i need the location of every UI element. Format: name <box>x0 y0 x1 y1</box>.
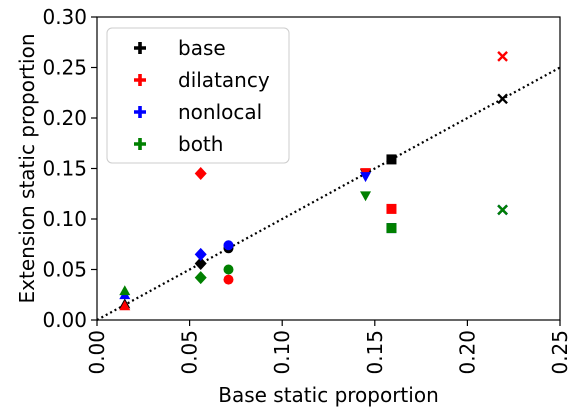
data-point <box>194 167 207 181</box>
data-point <box>497 51 508 62</box>
data-point <box>360 172 372 183</box>
x-tick-label: 0.20 <box>455 330 479 375</box>
data-point <box>497 93 508 105</box>
series-nonlocal <box>119 172 508 300</box>
data-point <box>119 300 131 311</box>
series-both <box>119 191 508 296</box>
y-tick-label: 0.15 <box>42 157 87 181</box>
data-point <box>194 271 207 285</box>
data-points-layer <box>119 51 508 311</box>
x-tick-label: 0.00 <box>85 330 109 375</box>
y-tick-label: 0.00 <box>42 308 87 332</box>
legend-box <box>106 27 290 164</box>
legend-label: base <box>178 36 226 60</box>
y-tick-label: 0.25 <box>42 56 87 80</box>
legend-label: dilatancy <box>178 68 270 92</box>
x-axis-label: Base static proportion <box>218 383 439 407</box>
y-axis-label: Extension static proportion <box>15 34 39 304</box>
x-tick-label: 0.10 <box>270 330 294 375</box>
y-tick-label: 0.10 <box>42 207 87 231</box>
y-tick-label: 0.20 <box>42 106 87 130</box>
data-point <box>360 191 372 202</box>
legend-label: nonlocal <box>178 100 262 124</box>
x-tick-label: 0.05 <box>178 330 202 375</box>
axis-ticks-layer: 0.00 0.05 0.10 0.15 0.20 0.25 0.00 0.05 0.10 0.15… <box>42 5 572 375</box>
y-tick-label: 0.05 <box>42 258 87 282</box>
data-point <box>223 240 234 251</box>
legend-marker <box>134 138 146 150</box>
y-tick-label: 0.30 <box>42 5 87 29</box>
data-point <box>497 204 508 216</box>
legend-label: both <box>178 132 223 156</box>
data-point <box>223 274 234 285</box>
data-point <box>386 203 397 214</box>
series-dilatancy <box>119 51 508 311</box>
data-point <box>386 154 397 165</box>
data-point <box>386 223 397 234</box>
data-point <box>223 264 234 275</box>
data-point <box>119 285 131 296</box>
legend-marker <box>134 42 146 54</box>
x-tick-label: 0.15 <box>363 330 387 375</box>
legend-marker <box>134 74 146 86</box>
legend-marker <box>134 106 146 118</box>
data-point <box>194 247 207 261</box>
legend: base dilatancy nonlocal both <box>106 27 290 164</box>
x-tick-label: 0.25 <box>548 330 572 375</box>
data-point <box>194 256 207 270</box>
